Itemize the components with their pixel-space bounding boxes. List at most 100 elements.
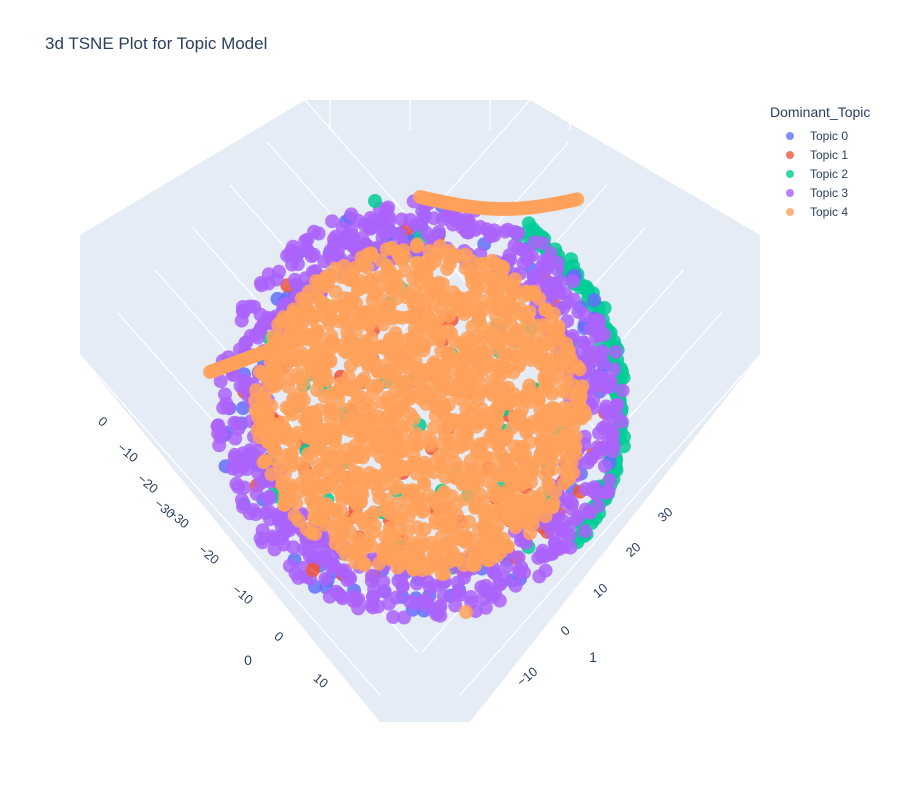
chart-title: 3d TSNE Plot for Topic Model xyxy=(45,34,268,53)
legend-label: Topic 2 xyxy=(810,166,849,181)
data-point-topic-3 xyxy=(531,269,546,284)
data-point-topic-4 xyxy=(380,263,395,278)
data-point-topic-4 xyxy=(395,421,410,436)
data-point-topic-3 xyxy=(395,578,410,593)
legend-item-topic-0[interactable]: Topic 0 xyxy=(770,126,870,145)
data-point-topic-4 xyxy=(437,422,451,437)
data-point-topic-4 xyxy=(354,374,369,389)
data-point-topic-4 xyxy=(333,376,348,391)
data-point-topic-4 xyxy=(442,345,456,360)
data-point-topic-4 xyxy=(478,528,493,543)
z-tick-label: 20 xyxy=(623,539,644,560)
data-point-topic-3 xyxy=(242,299,257,314)
data-point-topic-3 xyxy=(393,226,407,241)
legend-item-topic-1[interactable]: Topic 1 xyxy=(770,145,870,164)
data-point-topic-4 xyxy=(306,468,321,483)
data-point-topic-3 xyxy=(351,601,366,616)
data-point-topic-3 xyxy=(422,580,437,595)
data-point-topic-3 xyxy=(498,224,513,239)
data-point-topic-4 xyxy=(442,244,457,259)
data-point-topic-4 xyxy=(566,465,581,480)
data-point-topic-3 xyxy=(325,214,340,229)
data-point-topic-3 xyxy=(589,487,604,502)
data-point-topic-4 xyxy=(388,280,403,295)
data-point-topic-3 xyxy=(577,308,592,323)
data-point-topic-4 xyxy=(418,460,433,475)
data-point-topic-3 xyxy=(578,524,593,539)
data-point-topic-4 xyxy=(440,262,455,276)
data-point-topic-3 xyxy=(599,399,614,414)
data-point-topic-4 xyxy=(539,449,554,464)
data-point-topic-4 xyxy=(364,308,378,323)
data-point-topic-4 xyxy=(414,392,429,407)
data-point-topic-4 xyxy=(388,452,403,467)
data-point-topic-3 xyxy=(322,589,337,604)
data-point-topic-3 xyxy=(602,473,617,488)
data-point-topic-4 xyxy=(289,496,304,510)
data-point-topic-4 xyxy=(381,500,396,515)
data-point-topic-4 xyxy=(358,472,373,486)
data-point-topic-4 xyxy=(387,366,402,381)
data-point-topic-4 xyxy=(428,283,443,298)
data-point-topic-4 xyxy=(276,310,291,325)
data-point-topic-3 xyxy=(591,445,606,460)
data-point-topic-4 xyxy=(301,349,316,364)
data-point-topic-3 xyxy=(499,559,514,574)
data-point-topic-4 xyxy=(460,331,475,346)
legend-item-topic-2[interactable]: Topic 2 xyxy=(770,164,870,183)
data-point-topic-3 xyxy=(448,598,463,613)
data-point-topic-3 xyxy=(328,229,343,244)
data-point-topic-3 xyxy=(462,214,476,229)
data-point-topic-3 xyxy=(366,590,381,605)
z-tick-label: −10 xyxy=(514,664,541,690)
data-point-topic-3 xyxy=(610,398,624,413)
legend-label: Topic 3 xyxy=(810,185,849,200)
data-point-topic-3 xyxy=(263,512,278,527)
data-point-topic-4 xyxy=(461,303,476,317)
data-point-topic-4 xyxy=(519,346,534,361)
data-point-topic-4 xyxy=(350,510,365,525)
data-point-topic-4 xyxy=(546,325,560,340)
data-point-topic-3 xyxy=(365,600,380,615)
data-point-topic-3 xyxy=(276,537,291,552)
data-point-topic-4 xyxy=(482,474,497,489)
data-point-topic-4 xyxy=(515,454,530,469)
data-point-topic-4 xyxy=(477,330,492,345)
data-point-topic-4 xyxy=(364,378,379,393)
data-point-topic-4 xyxy=(410,301,425,316)
data-point-topic-4 xyxy=(410,520,425,535)
data-point-topic-4 xyxy=(543,418,558,433)
data-point-topic-4 xyxy=(415,324,430,339)
y-axis-title: 0 xyxy=(244,652,252,668)
data-point-topic-3 xyxy=(597,459,612,473)
data-point-topic-4 xyxy=(378,411,393,426)
legend-marker xyxy=(786,131,794,140)
data-point-topic-4 xyxy=(305,312,320,327)
data-point-topic-3 xyxy=(261,267,276,282)
data-point-topic-3 xyxy=(431,224,446,239)
x-tick-label: −10 xyxy=(115,440,142,466)
data-point-topic-4 xyxy=(273,459,287,474)
data-point-topic-4 xyxy=(502,279,516,294)
data-point-topic-4 xyxy=(299,300,314,315)
legend-item-topic-4[interactable]: Topic 4 xyxy=(770,202,870,221)
data-point-topic-2 xyxy=(616,439,631,454)
data-point-topic-4 xyxy=(459,605,473,619)
data-point-topic-3 xyxy=(450,575,465,590)
data-point-topic-3 xyxy=(364,568,379,583)
y-tick-label: 0 xyxy=(271,628,286,644)
data-point-topic-3 xyxy=(419,225,434,240)
data-point-topic-4 xyxy=(299,482,314,497)
data-point-topic-3 xyxy=(563,540,578,555)
data-point-topic-3 xyxy=(603,373,618,388)
data-point-topic-3 xyxy=(571,509,586,524)
data-point-topic-4 xyxy=(402,286,417,301)
data-point-topic-3 xyxy=(514,560,529,575)
data-point-topic-3 xyxy=(212,438,227,453)
data-point-topic-4 xyxy=(307,510,322,525)
legend-item-topic-3[interactable]: Topic 3 xyxy=(770,183,870,202)
legend-marker xyxy=(786,207,794,216)
data-point-topic-4 xyxy=(573,383,588,398)
data-point-topic-4 xyxy=(512,412,526,427)
